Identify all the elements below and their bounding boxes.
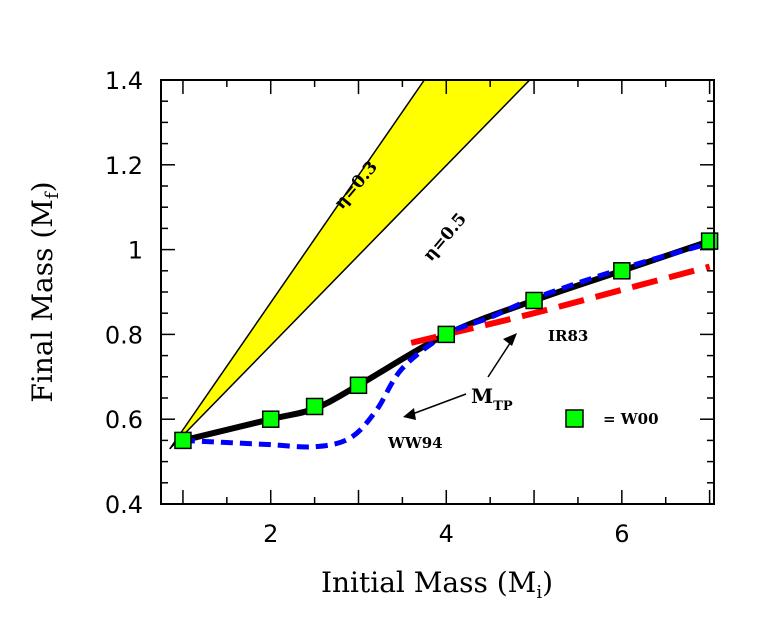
y-tick-label: 1.2 (105, 152, 143, 180)
x-axis-label: Initial Mass (Mi) (321, 566, 553, 603)
y-tick-label: 0.4 (105, 491, 143, 519)
legend-w00-marker (565, 409, 584, 428)
mass-loss-band (169, 80, 531, 450)
w00-marker-point (305, 397, 324, 416)
marker-layer (174, 232, 719, 450)
legend-w00-label: = W00 (603, 410, 659, 428)
y-tick-label: 0.8 (105, 321, 143, 349)
w00-marker-point (174, 431, 192, 450)
w00-marker-point (700, 232, 719, 250)
w00-marker-point (525, 291, 543, 310)
series-line-ir83 (410, 263, 711, 346)
series-line-ww94 (182, 240, 711, 450)
eta-05-line (169, 80, 531, 450)
arrow-to-ir83 (487, 333, 517, 378)
arrow-to-ww94 (403, 393, 467, 420)
w00-marker-point (349, 376, 368, 395)
y-tick-label: 0.6 (105, 406, 143, 434)
ww94-label: WW94 (387, 434, 443, 452)
x-tick-label: 4 (439, 520, 454, 548)
y-tick-label: 1 (128, 237, 143, 265)
eta-03-line (169, 80, 425, 450)
w00-marker-point (261, 410, 280, 428)
w00-marker-point (613, 262, 631, 280)
ir83-label: IR83 (548, 327, 588, 345)
x-tick-label: 6 (614, 520, 629, 548)
x-tick-label: 2 (263, 520, 278, 548)
eta-05-label: η=0.5 (420, 209, 471, 265)
tick-layer: 2 4 6 0.4 0.6 0.8 1 1.2 1.4 (105, 67, 714, 548)
y-axis-label: Final Mass (Mf) (26, 181, 63, 402)
mtp-label: MTP (471, 384, 513, 414)
y-tick-label: 1.4 (105, 67, 143, 95)
w00-marker-point (437, 325, 456, 344)
